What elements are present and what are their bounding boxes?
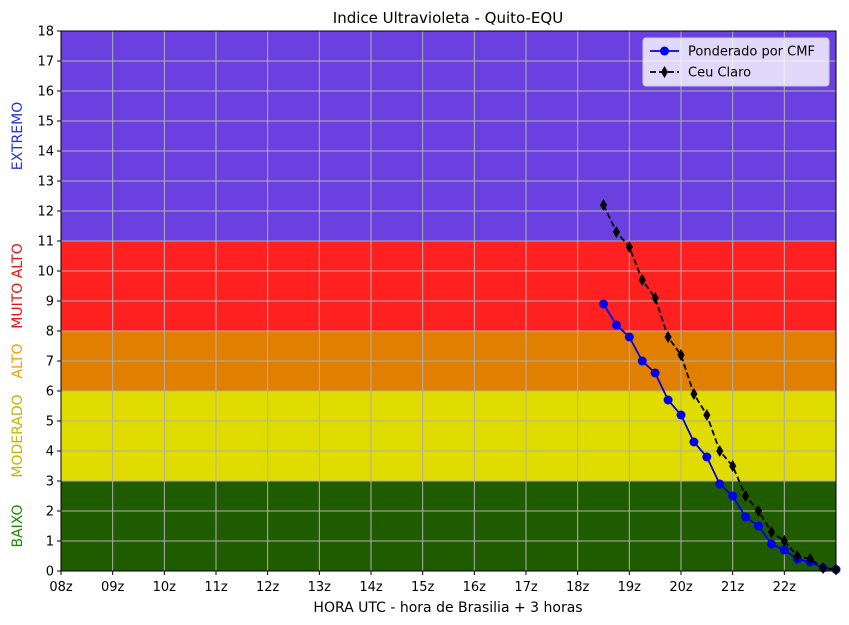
y-tick-label: 18 (37, 25, 54, 40)
data-point-cmf (702, 452, 712, 462)
data-point-cmf (728, 491, 738, 501)
y-tick-label: 12 (37, 205, 54, 220)
legend-label: Ceu Claro (688, 66, 751, 81)
data-point-clear-sky (625, 241, 633, 253)
data-point-cmf (663, 395, 673, 405)
x-axis-label: HORA UTC - hora de Brasilia + 3 horas (313, 600, 582, 616)
data-point-cmf (611, 320, 621, 330)
data-point-clear-sky (638, 274, 646, 286)
x-tick-label: 19z (618, 580, 642, 595)
legend-label: Ponderado por CMF (688, 45, 815, 60)
y-tick-label: 14 (37, 145, 54, 160)
x-tick-label: 13z (308, 580, 332, 595)
x-tick-label: 18z (566, 580, 590, 595)
x-tick-label: 21z (721, 580, 745, 595)
risk-bands (61, 31, 836, 571)
y-tick-label: 5 (46, 415, 54, 430)
y-tick-label: 4 (46, 445, 54, 460)
data-point-clear-sky (729, 460, 737, 472)
series-layer (599, 199, 841, 576)
data-point-cmf (660, 46, 669, 56)
y-tick-label: 13 (37, 175, 54, 190)
data-point-cmf (766, 539, 776, 549)
band-moderado (61, 391, 836, 481)
y-tick-label: 16 (37, 85, 54, 100)
y-tick-label: 6 (46, 385, 54, 400)
data-point-cmf (650, 368, 660, 378)
data-point-clear-sky (660, 66, 669, 78)
x-tick-label: 16z (463, 580, 487, 595)
y-tick-label: 10 (37, 265, 54, 280)
data-point-clear-sky (806, 553, 814, 565)
data-point-clear-sky (612, 226, 621, 238)
data-point-cmf (624, 332, 634, 342)
x-axis: 08z 09z 10z 11z 12z 13z 14z 15z 16z 17z 18z 19z 20z 2… (49, 571, 837, 595)
y-tick-label: 1 (46, 535, 54, 550)
data-point-clear-sky (793, 550, 801, 562)
data-point-clear-sky (651, 292, 659, 304)
y-tick-label: 3 (46, 475, 54, 490)
x-tick-label: 11z (204, 580, 228, 595)
x-tick-label: 15z (411, 580, 435, 595)
y-tick-label: 7 (46, 355, 54, 370)
data-point-clear-sky (690, 388, 698, 400)
data-point-cmf (715, 479, 725, 489)
x-tick-label: 22z (773, 580, 797, 595)
data-point-clear-sky (767, 526, 776, 538)
data-point-cmf (779, 545, 789, 555)
y-tick-label: 9 (46, 295, 54, 310)
data-point-clear-sky (741, 490, 750, 502)
x-tick-label: 20z (669, 580, 693, 595)
x-tick-label: 09z (101, 580, 125, 595)
data-point-clear-sky (780, 535, 788, 547)
risk-band-labels: BAIXO MODERADO ALTO MUITO ALTO EXTREMO (10, 102, 26, 548)
data-point-clear-sky (664, 331, 672, 343)
data-point-clear-sky (716, 445, 724, 457)
x-tick-label: 17z (514, 580, 538, 595)
y-tick-label: 8 (46, 325, 54, 340)
band-muito-alto (61, 241, 836, 331)
band-label: MODERADO (10, 394, 26, 477)
x-tick-label: 08z (49, 580, 73, 595)
data-point-clear-sky (703, 409, 711, 421)
y-tick-label: 2 (46, 505, 54, 520)
data-point-cmf (676, 410, 686, 420)
band-baixo (61, 481, 836, 571)
data-point-cmf (754, 521, 763, 531)
data-point-clear-sky (677, 349, 685, 361)
y-tick-label: 0 (46, 565, 54, 580)
chart-title: Indice Ultravioleta - Quito-EQU (333, 9, 563, 27)
x-tick-label: 14z (359, 580, 383, 595)
series-clear-sky (599, 199, 840, 576)
data-point-cmf (741, 512, 751, 522)
legend-box (642, 37, 830, 87)
x-tick-label: 12z (256, 580, 280, 595)
y-tick-label: 17 (37, 55, 54, 70)
x-tick-label: 10z (153, 580, 177, 595)
data-point-clear-sky (754, 505, 763, 517)
y-tick-label: 15 (37, 115, 54, 130)
data-point-cmf (637, 356, 647, 366)
legend: Ponderado por CMF Ceu Claro (642, 37, 830, 87)
data-point-cmf (599, 299, 608, 309)
band-label: ALTO (10, 343, 26, 378)
grid-lines (60, 30, 837, 572)
data-point-clear-sky (599, 199, 608, 211)
y-tick-label: 11 (37, 235, 54, 250)
band-label: EXTREMO (10, 102, 26, 170)
band-label: BAIXO (10, 504, 26, 547)
data-point-cmf (689, 437, 699, 447)
band-label: MUITO ALTO (10, 243, 26, 329)
